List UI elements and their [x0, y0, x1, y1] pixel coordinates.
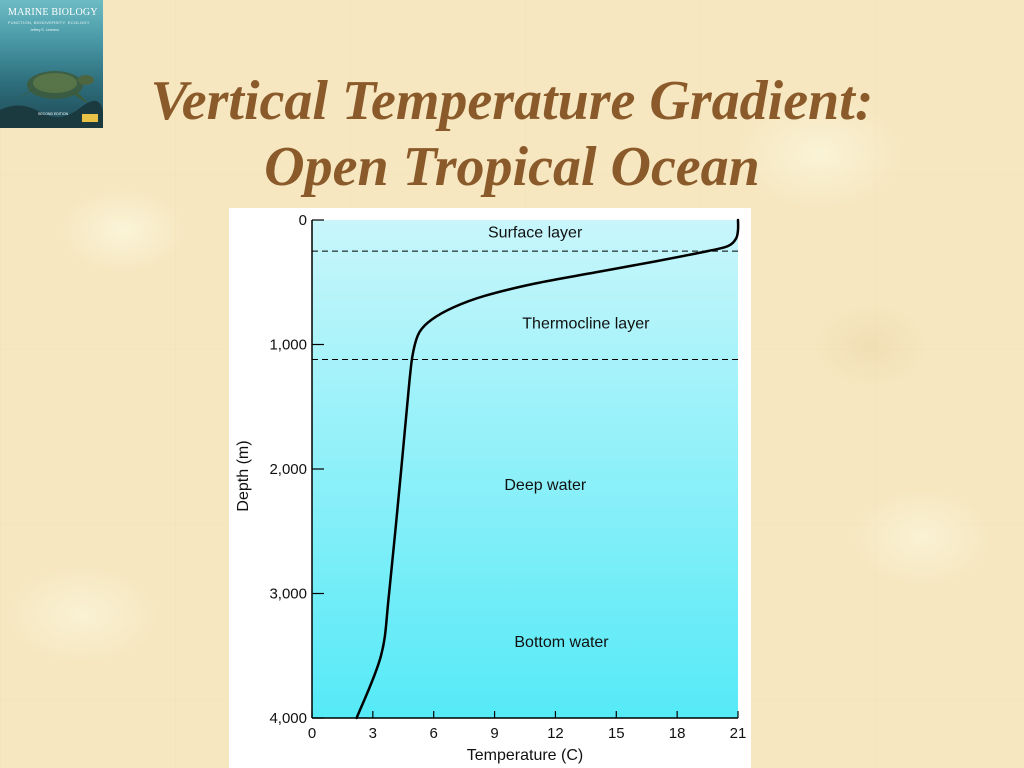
x-tick-label: 18 [669, 725, 686, 742]
sea-turtle-image [0, 71, 103, 128]
layer-boundaries [312, 250, 738, 360]
temperature-depth-chart: 0 3 6 9 12 15 18 21 0 1,000 2,000 3,000 4,000 Surfa… [229, 208, 751, 768]
x-tick-label: 3 [369, 725, 377, 742]
book-cover-edition: SECOND EDITION [38, 112, 69, 116]
book-cover-subtitle: FUNCTION, BIODIVERSITY, ECOLOGY [8, 20, 90, 25]
y-axis-ticks: 0 1,000 2,000 3,000 4,000 [269, 212, 324, 727]
y-tick-label: 1,000 [269, 337, 307, 354]
slide-title-line-1: Vertical Temperature Gradient: [150, 70, 874, 132]
x-tick-label: 21 [730, 725, 747, 742]
layer-label-1: Surface layer [488, 224, 583, 241]
x-tick-label: 0 [308, 725, 316, 742]
x-axis-ticks: 0 3 6 9 12 15 18 21 [308, 711, 747, 742]
layer-label-3: Deep water [504, 477, 586, 494]
book-cover-title: MARINE BIOLOGY [8, 7, 98, 18]
slide-title: Vertical Temperature Gradient: Open Trop… [0, 68, 1024, 200]
x-tick-label: 15 [608, 725, 625, 742]
layer-labels: Surface layer Thermocline layer Deep water… [488, 224, 650, 651]
y-tick-label: 3,000 [269, 586, 307, 603]
layer-label-4: Bottom water [514, 634, 609, 651]
y-tick-label: 0 [299, 212, 307, 229]
y-tick-label: 2,000 [269, 461, 307, 478]
temperature-profile-line [355, 218, 740, 720]
plot-area [312, 220, 738, 718]
x-tick-label: 12 [547, 725, 564, 742]
x-tick-label: 9 [490, 725, 498, 742]
slide-title-line-2: Open Tropical Ocean [264, 136, 760, 198]
book-cover-author: Jeffrey S. Levinton [30, 28, 59, 32]
layer-label-2: Thermocline layer [522, 315, 650, 332]
y-axis-label: Depth (m) [235, 440, 252, 511]
x-axis-label: Temperature (C) [467, 747, 583, 764]
x-tick-label: 6 [430, 725, 438, 742]
y-tick-label: 4,000 [269, 710, 307, 727]
book-cover-thumbnail: MARINE BIOLOGY FUNCTION, BIODIVERSITY, E… [0, 0, 103, 128]
